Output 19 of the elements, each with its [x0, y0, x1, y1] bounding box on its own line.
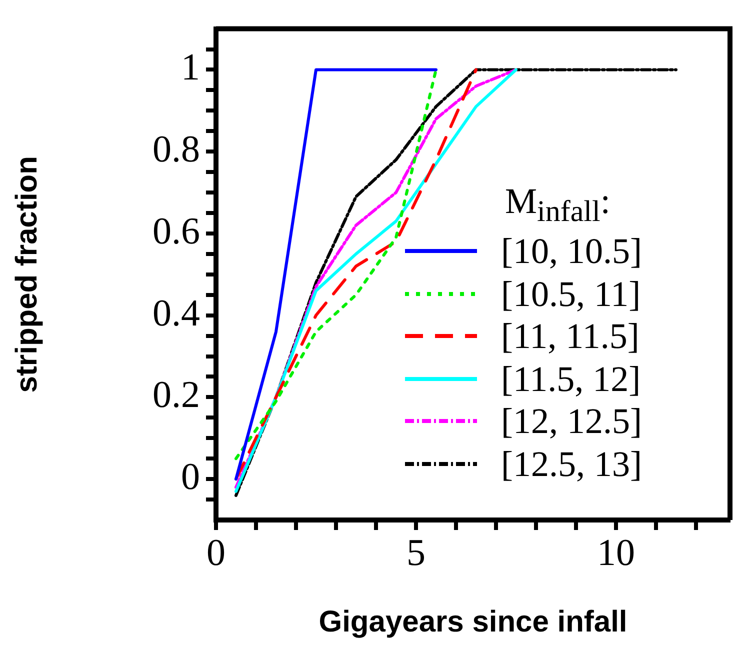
x-tick-label: 5	[406, 532, 426, 574]
legend-label: [12.5, 13]	[501, 442, 642, 485]
y-tick-label: 1	[181, 46, 200, 89]
line-series	[234, 68, 478, 481]
legend-label: [11.5, 12]	[501, 358, 641, 400]
y-tick-label: 0	[181, 456, 200, 498]
x-axis-title: Gigayears since infall	[318, 605, 628, 638]
line-series	[234, 68, 678, 497]
legend-label: [11, 11.5]	[501, 315, 640, 358]
legend-label: [10.5, 11]	[501, 272, 641, 315]
y-axis-title: stripped fraction	[10, 156, 44, 393]
y-tick-label: 0.6	[152, 210, 200, 252]
legend-label: [12, 12.5]	[501, 400, 642, 442]
y-tick-label: 0.8	[152, 128, 200, 171]
legend-title: M$_{infall}$:	[504, 180, 612, 230]
y-tick-label: 0.4	[152, 292, 200, 334]
x-tick-label: 10	[597, 532, 635, 574]
legend-label: [10, 10.5]	[501, 230, 642, 272]
y-tick-label: 0.2	[152, 374, 200, 416]
